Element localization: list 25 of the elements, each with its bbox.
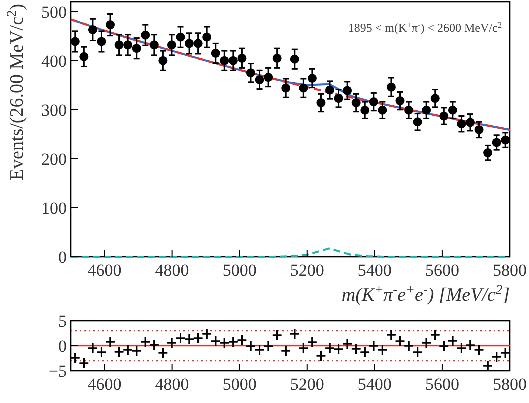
y-tick-label: 5 [58, 312, 67, 331]
y-tick-label: 200 [42, 150, 67, 169]
y-tick-label: 0 [58, 337, 67, 356]
x-tick-label: 5800 [493, 261, 527, 280]
y-tick-label: 0 [58, 248, 67, 267]
y-tick-label: 500 [42, 2, 67, 22]
x-tick-label: 4800 [155, 261, 190, 280]
annotation: 1895 < m(K$^{+}$π$^{-}$) < 2600 MeV/c$^{2}$ [348, 20, 502, 35]
x-tick-label: 5200 [290, 375, 324, 394]
x-tick-label: 5200 [290, 261, 324, 280]
x-tick-label: 5800 [493, 375, 527, 394]
x-tick-label: 4600 [88, 375, 122, 394]
y-tick-label: −5 [48, 362, 67, 381]
x-tick-label: 4600 [88, 261, 122, 280]
x-tick-label: 5600 [425, 375, 460, 394]
x-tick-label: 5000 [222, 375, 257, 394]
x-tick-label: 5600 [425, 261, 460, 280]
x-tick-label: 4800 [155, 375, 190, 394]
y-tick-label: 300 [42, 100, 67, 120]
x-tick-label: 5400 [358, 375, 392, 394]
text: m(K$^{+}$π$^{-}$e$^{+}$e$^{-}$) [MeV/c$^{2}$] [342, 282, 510, 306]
x-tick-label: 5000 [222, 261, 257, 280]
x-tick-label: 5400 [358, 261, 392, 280]
y-tick-label: 100 [42, 198, 67, 218]
y-tick-label: 400 [42, 52, 67, 71]
